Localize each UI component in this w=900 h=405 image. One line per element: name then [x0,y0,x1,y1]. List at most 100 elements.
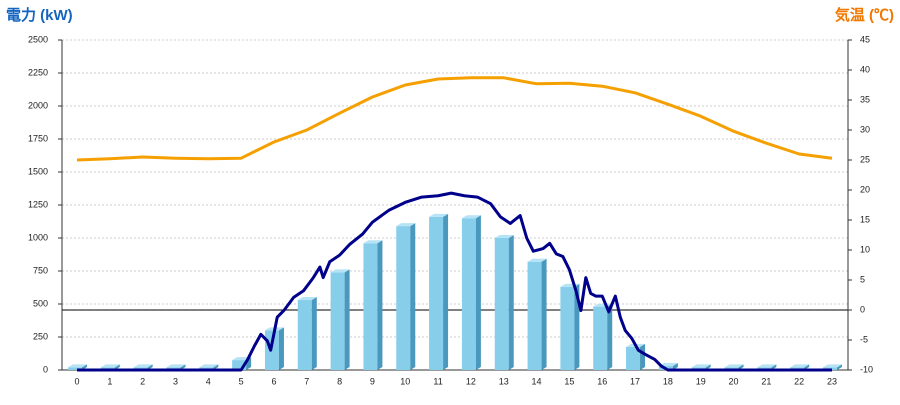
bar-top [691,364,711,368]
line [76,76,833,162]
y2-tick-label: 25 [860,154,870,164]
bar [396,223,416,370]
y-tick-label: 2000 [28,100,48,110]
x-tick-label: 3 [173,376,178,386]
bar-top [166,364,186,368]
bar [527,258,547,370]
x-tick-label: 10 [400,376,410,386]
x-tick-label: 21 [761,376,771,386]
x-tick-label: 17 [630,376,640,386]
bar-side [344,269,350,370]
y-tick-label: 1500 [28,166,48,176]
bar-front [330,272,345,370]
bar [330,269,350,370]
y-tick-label: 1000 [28,232,48,242]
y2-tick-label: -10 [860,364,873,374]
y-tick-label: 2250 [28,67,48,77]
y-tick-label: 1250 [28,199,48,209]
x-tick-label: 1 [107,376,112,386]
bar-top [297,297,317,301]
bar-side [672,363,678,370]
bar-top [68,364,87,368]
bar-side [475,215,481,370]
bar-top [527,258,547,262]
bar-side [377,240,383,370]
bar-top [757,364,777,368]
bar-top [363,240,383,244]
bar [297,297,317,370]
y2-tick-label: 30 [860,124,870,134]
x-tick-label: 6 [271,376,276,386]
x-tick-label: 13 [499,376,509,386]
bar-top [724,364,744,368]
bar [429,213,449,370]
line [77,191,832,372]
bar-top [823,364,842,368]
bar-side [541,258,547,370]
y-tick-label: 1750 [28,133,48,143]
x-tick-label: 11 [433,376,442,386]
bar-top [133,364,153,368]
bar-front [494,238,509,370]
x-tick-label: 22 [794,376,804,386]
bar-top [199,364,219,368]
bar [461,215,481,370]
bar-front [527,261,542,370]
bar-top [396,223,416,227]
y2-tick-label: 35 [860,94,870,104]
y-tick-label: 500 [33,298,48,308]
bar-side [837,364,842,370]
y2-tick-label: 5 [860,274,865,284]
y2-axis-label: 気温 (℃) [835,6,894,24]
bar [494,235,514,370]
bar-front [363,243,378,370]
x-tick-label: 0 [74,376,79,386]
bar-side [278,327,284,370]
bar-front [232,360,247,370]
y-tick-label: 250 [33,331,48,341]
y2-tick-label: 10 [860,244,870,254]
x-tick-label: 14 [532,376,542,386]
bar-side [311,297,317,370]
x-tick-label: 5 [239,376,244,386]
bar-top [461,215,481,219]
bar-front [626,346,641,370]
bar-side [508,235,514,370]
y2-tick-label: 20 [860,184,870,194]
bar-side [607,303,613,370]
x-tick-label: 2 [140,376,145,386]
bar [593,303,613,370]
bar-top [100,364,120,368]
y2-tick-label: 15 [860,214,870,224]
y2-tick-label: -5 [860,334,868,344]
y2-tick-label: 40 [860,64,870,74]
y-axis-label: 電力 (kW) [6,6,73,24]
x-tick-label: 15 [564,376,574,386]
x-tick-label: 23 [827,376,837,386]
bar-front [560,286,575,370]
bar [363,240,383,370]
bar-front [593,306,608,370]
x-tick-label: 19 [696,376,706,386]
bar-front [429,216,444,370]
y2-tick-label: 45 [860,34,870,44]
y-tick-label: 0 [43,364,48,374]
y-tick-label: 2500 [28,34,48,44]
bar-side [640,343,646,370]
x-tick-label: 20 [729,376,739,386]
bar-top [429,213,449,217]
bar-top [330,269,350,273]
x-tick-label: 4 [206,376,211,386]
bar-side [443,213,449,370]
bar-front [396,226,411,370]
bar-top [790,364,810,368]
x-tick-label: 12 [466,376,476,386]
x-tick-label: 9 [370,376,375,386]
x-tick-label: 8 [337,376,342,386]
bar-top [658,363,678,367]
y2-tick-label: 0 [860,304,865,314]
bar-side [410,223,416,370]
x-tick-label: 16 [597,376,607,386]
